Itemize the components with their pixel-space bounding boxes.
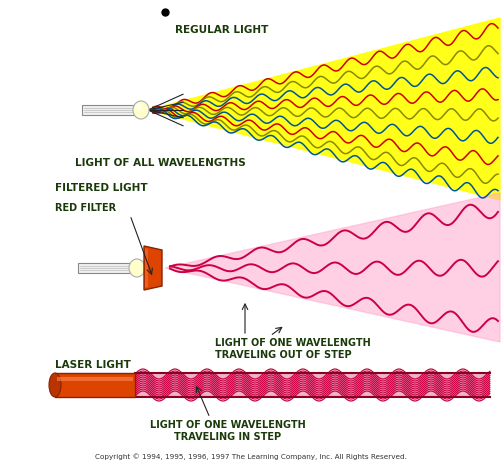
Polygon shape	[165, 193, 499, 342]
Text: FILTERED LIGHT: FILTERED LIGHT	[55, 183, 147, 193]
Ellipse shape	[49, 373, 61, 397]
FancyBboxPatch shape	[82, 105, 134, 115]
Polygon shape	[148, 18, 499, 200]
FancyBboxPatch shape	[135, 373, 489, 397]
FancyBboxPatch shape	[55, 373, 135, 397]
Text: LASER LIGHT: LASER LIGHT	[55, 360, 131, 370]
Polygon shape	[144, 246, 162, 290]
Ellipse shape	[136, 104, 141, 110]
Text: LIGHT OF ONE WAVELENGTH
TRAVELING IN STEP: LIGHT OF ONE WAVELENGTH TRAVELING IN STE…	[150, 420, 305, 442]
Ellipse shape	[129, 259, 145, 277]
FancyBboxPatch shape	[57, 377, 133, 381]
FancyBboxPatch shape	[78, 263, 130, 273]
Ellipse shape	[133, 101, 149, 119]
Text: Copyright © 1994, 1995, 1996, 1997 The Learning Company, Inc. All Rights Reserve: Copyright © 1994, 1995, 1996, 1997 The L…	[95, 453, 406, 460]
Text: LIGHT OF ONE WAVELENGTH
TRAVELING OUT OF STEP: LIGHT OF ONE WAVELENGTH TRAVELING OUT OF…	[214, 338, 370, 359]
Text: RED FILTER: RED FILTER	[55, 203, 116, 213]
Text: LIGHT OF ALL WAVELENGTHS: LIGHT OF ALL WAVELENGTHS	[75, 158, 245, 168]
Text: REGULAR LIGHT: REGULAR LIGHT	[175, 25, 268, 35]
Polygon shape	[145, 248, 148, 288]
